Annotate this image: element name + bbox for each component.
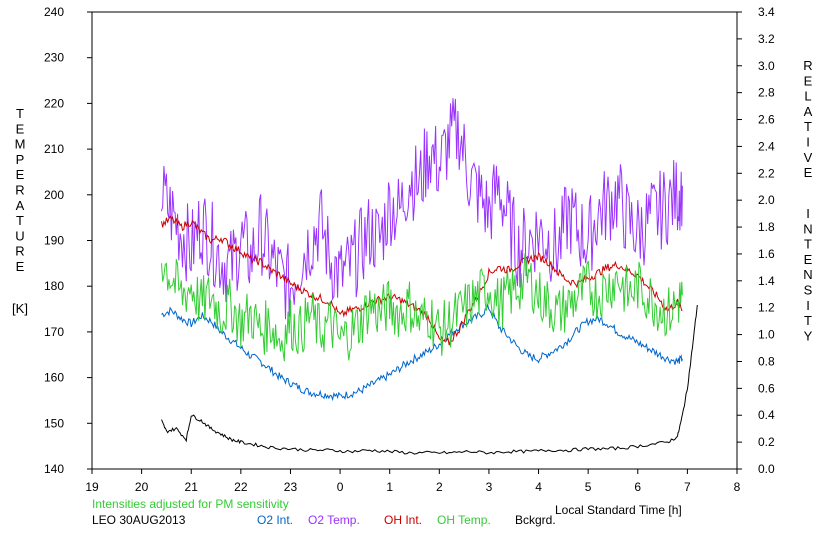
x-tick-label: 2 xyxy=(436,480,443,494)
left-tick-label: 190 xyxy=(44,234,64,248)
left-axis-letter: U xyxy=(15,228,24,243)
right-axis-letter: T xyxy=(804,313,812,328)
legend-entry-oh-temp: OH Temp. xyxy=(437,513,491,527)
right-axis-letter: V xyxy=(804,150,813,165)
left-tick-label: 210 xyxy=(44,142,64,156)
left-axis-letter: T xyxy=(16,106,24,121)
right-axis-letter: E xyxy=(804,165,813,180)
series-line-oh-int xyxy=(161,215,683,346)
series-line-oh-temp xyxy=(161,253,683,362)
left-axis-letter: R xyxy=(15,244,24,259)
right-axis-letter: I xyxy=(806,206,810,221)
right-tick-label: 3.2 xyxy=(758,32,775,46)
right-tick-label: 3.4 xyxy=(758,5,775,19)
left-tick-label: 170 xyxy=(44,325,64,339)
right-tick-label: 0.8 xyxy=(758,354,775,368)
x-tick-label: 23 xyxy=(284,480,298,494)
left-tick-label: 230 xyxy=(44,51,64,65)
x-tick-label: 5 xyxy=(585,480,592,494)
x-tick-label: 3 xyxy=(486,480,493,494)
right-tick-label: 2.8 xyxy=(758,86,775,100)
x-tick-label: 20 xyxy=(135,480,149,494)
x-axis-title: Local Standard Time [h] xyxy=(555,503,682,517)
right-axis: 0.0 0.2 0.4 0.6 0.8 1.0 1.2 1.4 1.6 1.8 2.0 2.2 2.4 2… xyxy=(737,5,775,476)
left-axis-letter: P xyxy=(16,152,25,167)
x-tick-label: 0 xyxy=(337,480,344,494)
left-axis-letter: M xyxy=(15,137,26,152)
left-axis: 140 150 160 170 180 190 200 210 220 230 240 xyxy=(44,5,92,476)
legend-entry-o2-int: O2 Int. xyxy=(257,513,293,527)
left-axis-letter: E xyxy=(16,121,25,136)
left-tick-label: 180 xyxy=(44,279,64,293)
right-axis-letter: T xyxy=(804,237,812,252)
x-tick-label: 22 xyxy=(234,480,248,494)
x-tick-label: 7 xyxy=(684,480,691,494)
right-axis-letter: N xyxy=(803,221,812,236)
legend: O2 Int. O2 Temp. OH Int. OH Temp. Bckgrd. xyxy=(257,513,556,527)
right-axis-letter: E xyxy=(804,73,813,88)
left-axis-letter: A xyxy=(16,198,25,213)
right-tick-label: 1.0 xyxy=(758,328,775,342)
right-axis-letter: E xyxy=(804,252,813,267)
left-tick-label: 220 xyxy=(44,96,64,110)
right-tick-label: 1.6 xyxy=(758,247,775,261)
legend-entry-oh-int: OH Int. xyxy=(384,513,422,527)
left-tick-label: 150 xyxy=(44,416,64,430)
left-tick-label: 240 xyxy=(44,5,64,19)
right-axis-letter: N xyxy=(803,267,812,282)
left-axis-unit: [K] xyxy=(12,301,28,316)
right-tick-label: 2.4 xyxy=(758,139,775,153)
x-tick-label: 19 xyxy=(85,480,99,494)
right-axis-letter: A xyxy=(804,104,813,119)
right-tick-label: 1.8 xyxy=(758,220,775,234)
right-tick-label: 0.0 xyxy=(758,462,775,476)
right-tick-label: 1.4 xyxy=(758,274,775,288)
right-tick-label: 2.0 xyxy=(758,193,775,207)
left-axis-letter: E xyxy=(16,167,25,182)
right-tick-label: 3.0 xyxy=(758,59,775,73)
left-axis-letter: T xyxy=(16,213,24,228)
station-date: LEO 30AUG2013 xyxy=(92,513,186,527)
x-tick-label: 21 xyxy=(185,480,199,494)
right-tick-label: 2.6 xyxy=(758,113,775,127)
legend-entry-bckgrd: Bckgrd. xyxy=(515,513,556,527)
x-tick-label: 8 xyxy=(734,480,741,494)
right-axis-letter: T xyxy=(804,119,812,134)
sensitivity-note: Intensities adjusted for PM sensitivity xyxy=(92,497,289,511)
series-line-bckgrd xyxy=(161,304,698,455)
right-axis-letter: L xyxy=(804,89,811,104)
legend-entry-o2-temp: O2 Temp. xyxy=(308,513,360,527)
left-tick-label: 140 xyxy=(44,462,64,476)
left-tick-label: 200 xyxy=(44,188,64,202)
x-axis: 19 20 21 22 23 0 1 2 3 4 5 6 7 8 xyxy=(85,469,741,494)
right-tick-label: 0.4 xyxy=(758,408,775,422)
right-axis-letter: I xyxy=(806,298,810,313)
x-tick-label: 6 xyxy=(634,480,641,494)
right-tick-label: 1.2 xyxy=(758,301,775,315)
left-axis-letter: R xyxy=(15,183,24,198)
series-line-o2-temp xyxy=(161,98,683,320)
series-layer xyxy=(161,98,698,455)
right-tick-label: 0.2 xyxy=(758,435,775,449)
right-axis-letter: Y xyxy=(804,328,813,343)
series-line-o2-int xyxy=(161,303,683,402)
right-tick-label: 0.6 xyxy=(758,381,775,395)
right-axis-letter: S xyxy=(804,283,813,298)
left-axis-letter: E xyxy=(16,259,25,274)
x-tick-label: 4 xyxy=(535,480,542,494)
x-tick-label: 1 xyxy=(386,480,393,494)
left-tick-label: 160 xyxy=(44,371,64,385)
right-axis-letter: I xyxy=(806,135,810,150)
right-axis-letter: R xyxy=(803,58,812,73)
right-tick-label: 2.2 xyxy=(758,166,775,180)
